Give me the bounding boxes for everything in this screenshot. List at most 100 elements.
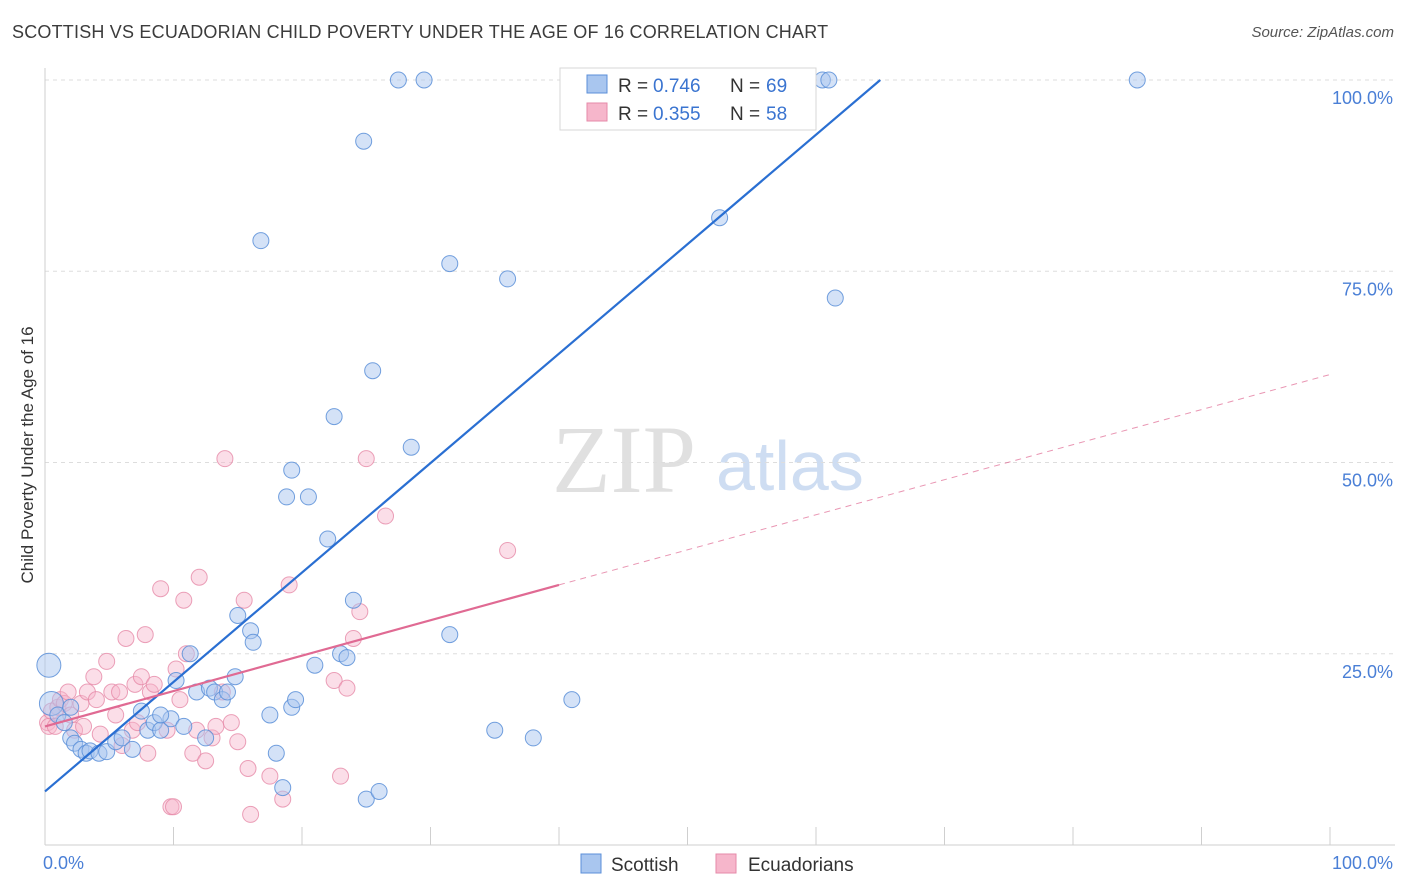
ecuadorian-point: [152, 580, 170, 598]
ecuadorian-point: [59, 683, 77, 701]
ecuadorian-point: [357, 450, 375, 468]
ecuadorian-point: [75, 717, 93, 735]
scottish-point: [338, 649, 356, 667]
ecuadorian-point: [117, 629, 135, 647]
ecuadorian-point: [190, 568, 208, 586]
ecuadorian-point: [175, 591, 193, 609]
y-tick-label-3: 100.0%: [1332, 88, 1393, 108]
legend-bottom-scottish-swatch: [580, 853, 602, 874]
source-label: Source: ZipAtlas.com: [1251, 24, 1394, 41]
ecuadorian-point: [332, 767, 350, 785]
ecuadorian-point: [216, 450, 234, 468]
watermark-zip: ZIP: [552, 406, 696, 513]
watermark-atlas: atlas: [716, 427, 864, 505]
ecuadorian-point: [239, 760, 257, 777]
legend-bottom: Scottish Ecuadorians: [580, 853, 854, 876]
ecuadorian-point: [229, 733, 247, 751]
scottish-point: [524, 729, 542, 747]
scottish-point: [123, 740, 141, 758]
ecuadorian-point: [136, 626, 154, 644]
scottish-point: [486, 721, 504, 739]
ecuadorian-point: [165, 798, 182, 816]
scottish-point: [364, 362, 382, 380]
legend-ecuadorian-r-value: 0.355: [653, 104, 701, 125]
legend-scottish-swatch: [586, 74, 608, 94]
ecuadorian-point: [261, 767, 279, 785]
scottish-point: [415, 71, 433, 89]
scottish-point: [252, 232, 270, 250]
ecuadorian-point: [85, 668, 103, 686]
scottish-point: [325, 408, 343, 426]
scottish-point: [283, 461, 301, 479]
scottish-point: [306, 656, 324, 674]
ecuadorian-point: [499, 541, 517, 559]
scottish-point: [267, 744, 285, 762]
scottish-point: [274, 779, 292, 797]
ecuadorian-point: [235, 591, 253, 609]
scottish-point: [389, 71, 407, 89]
ecuadorian-point: [222, 714, 240, 732]
legend-scottish-r-label: R =: [618, 76, 648, 97]
ecuadorian-point: [132, 668, 150, 686]
ecuadorian-point: [111, 683, 129, 701]
legend-ecuadorian-n-value: 58: [766, 104, 787, 125]
ecuadorian-point: [91, 725, 109, 743]
scottish-point: [113, 729, 131, 747]
legend-scottish-n-value: 69: [766, 76, 787, 97]
scottish-point: [1128, 71, 1146, 89]
y-tick-label-0: 25.0%: [1342, 662, 1393, 682]
ecuadorian-point: [377, 507, 395, 525]
trend-lines: [44, 79, 1331, 793]
gridlines: [45, 79, 1395, 655]
ecuadorian-point: [87, 691, 105, 709]
ecuadorian-point: [197, 752, 215, 770]
ecuadorian-point: [171, 691, 189, 709]
scottish-point: [370, 782, 388, 800]
scottish-point: [355, 132, 373, 150]
scottish-point: [175, 717, 193, 735]
scottish-trend-line: [44, 79, 881, 793]
y-tick-label-2: 75.0%: [1342, 279, 1393, 299]
ecuadorian-trend-line: [44, 583, 560, 728]
scottish-point: [319, 530, 337, 548]
legend-scottish-r-value: 0.746: [653, 76, 701, 97]
ecuadorian-point: [184, 744, 202, 762]
legend-ecuadorian-n-label: N =: [730, 104, 760, 125]
legend-bottom-scottish-label: Scottish: [611, 855, 679, 876]
legend-top: R = 0.746 N = 69 R = 0.355 N = 58: [559, 67, 817, 131]
ecuadorian-point: [145, 675, 163, 693]
scottish-point: [441, 626, 459, 644]
x-tick-label-min: 0.0%: [43, 853, 84, 873]
scottish-point: [563, 691, 581, 709]
scottish-point: [152, 706, 170, 724]
scottish-point: [299, 488, 317, 506]
ecuadorian-point: [139, 744, 157, 762]
ecuadorian-trend-extension: [558, 374, 1331, 586]
ecuadorian-point: [242, 805, 260, 823]
scottish-point: [229, 607, 247, 624]
scottish-point: [278, 488, 296, 506]
scottish-point: [36, 652, 62, 678]
scottish-point: [197, 729, 215, 747]
legend-scottish-n-label: N =: [730, 76, 760, 97]
y-axis-label: Child Poverty Under the Age of 16: [18, 326, 37, 583]
y-tick-labels: 25.0% 50.0% 75.0% 100.0%: [1332, 88, 1393, 682]
x-tick-label-max: 100.0%: [1332, 853, 1393, 873]
scottish-point: [62, 698, 80, 716]
scottish-point: [287, 691, 305, 709]
legend-bottom-ecuadorian-swatch: [715, 853, 737, 874]
scottish-point: [218, 683, 236, 701]
scottish-point: [441, 255, 459, 273]
scottish-point: [499, 270, 517, 288]
scottish-point: [244, 633, 262, 651]
ecuadorian-point: [338, 679, 356, 697]
ecuadorian-point: [325, 672, 343, 690]
ecuadorian-point: [98, 652, 116, 670]
legend-bottom-ecuadorian-label: Ecuadorians: [748, 855, 854, 876]
legend-ecuadorian-r-label: R =: [618, 104, 648, 125]
y-tick-label-1: 50.0%: [1342, 471, 1393, 491]
scottish-point: [357, 790, 375, 808]
scottish-point: [402, 438, 420, 456]
scottish-point: [261, 706, 279, 724]
